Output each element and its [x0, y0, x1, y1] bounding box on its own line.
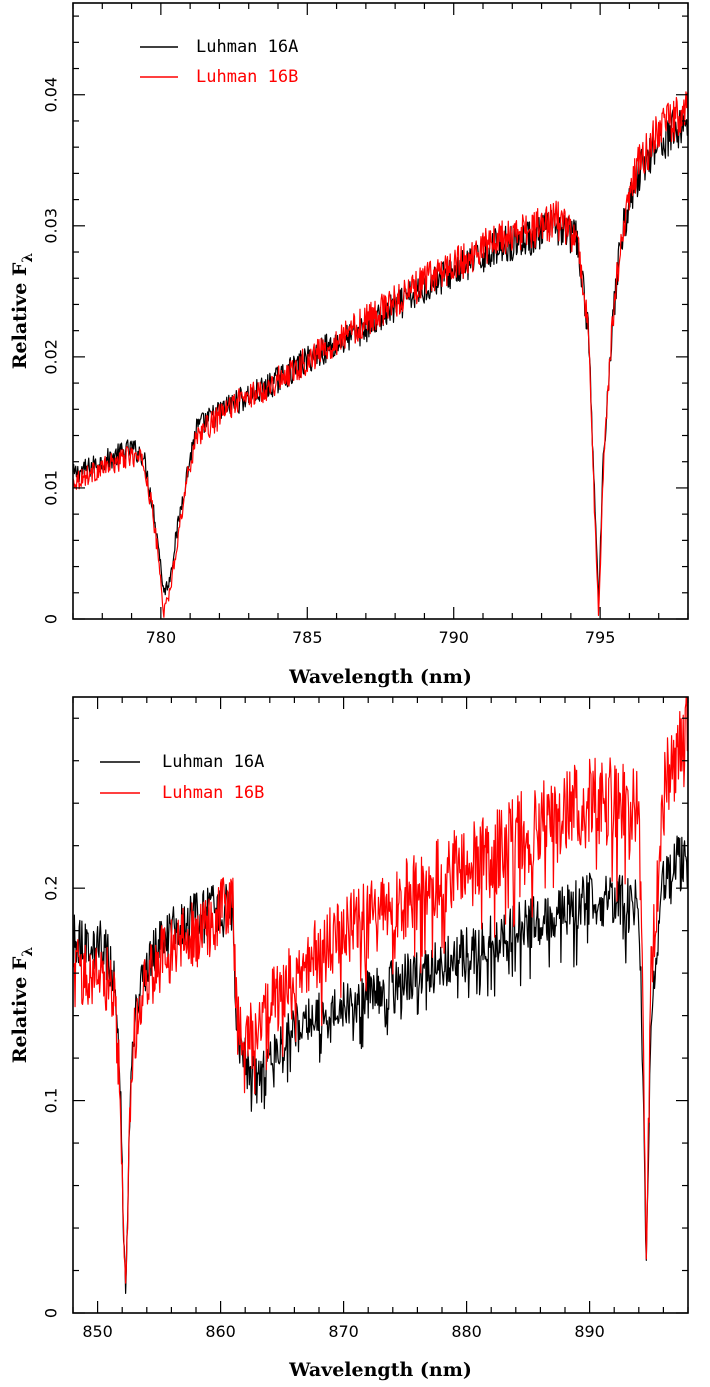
- plot-frame: [72, 2, 689, 620]
- series-traces: [73, 697, 688, 1294]
- legend-label: Luhman 16A: [196, 37, 298, 57]
- x-tick-label: 850: [82, 1322, 113, 1341]
- y-axis-title: Relative Fλ: [9, 253, 36, 370]
- series-traces: [73, 91, 688, 618]
- y-axis-title-subscript: λ: [20, 253, 36, 263]
- x-tick-label: 790: [438, 628, 469, 647]
- chart-panel-bottom: 850 860 870 880 890 0 0.1 0.2 Wavelength (nm) Rel…: [9, 696, 689, 1381]
- x-tick-label: 780: [146, 628, 177, 647]
- x-axis-title: Wavelength (nm): [288, 666, 472, 688]
- series-line-luhman-16b: [73, 91, 688, 618]
- y-axis-title-main: Relative F: [9, 956, 31, 1063]
- y-tick-label: 0.04: [42, 77, 61, 113]
- x-tick-label: 860: [205, 1322, 236, 1341]
- plot-frame: [72, 696, 689, 1314]
- x-tick-label: 795: [585, 628, 616, 647]
- legend-label: Luhman 16A: [162, 752, 264, 772]
- chart-panel-top: 780 785 790 795 0 0.01 0.02 0.03 0.04 Wavelength …: [9, 2, 689, 688]
- x-axis-title: Wavelength (nm): [288, 1359, 472, 1381]
- x-tick-label: 890: [574, 1322, 605, 1341]
- legend-label: Luhman 16B: [162, 783, 264, 803]
- x-tick-label: 880: [451, 1322, 482, 1341]
- y-tick-label: 0.1: [42, 1088, 61, 1113]
- legend-label: Luhman 16B: [196, 67, 298, 87]
- y-tick-label: 0: [42, 1308, 61, 1318]
- y-tick-label: 0.01: [42, 470, 61, 506]
- y-tick-label: 0.03: [42, 208, 61, 244]
- x-tick-label: 785: [292, 628, 323, 647]
- legend: Luhman 16A Luhman 16B: [100, 752, 264, 803]
- y-tick-label: 0.02: [42, 339, 61, 375]
- y-axis-title-main: Relative F: [9, 262, 31, 369]
- legend: Luhman 16A Luhman 16B: [140, 37, 298, 87]
- x-tick-label: 870: [328, 1322, 359, 1341]
- y-axis-title-subscript: λ: [20, 947, 36, 957]
- y-tick-label: 0: [42, 614, 61, 624]
- y-axis-title: Relative Fλ: [9, 947, 36, 1064]
- y-tick-label: 0.2: [42, 875, 61, 900]
- series-line-luhman-16b: [73, 697, 688, 1284]
